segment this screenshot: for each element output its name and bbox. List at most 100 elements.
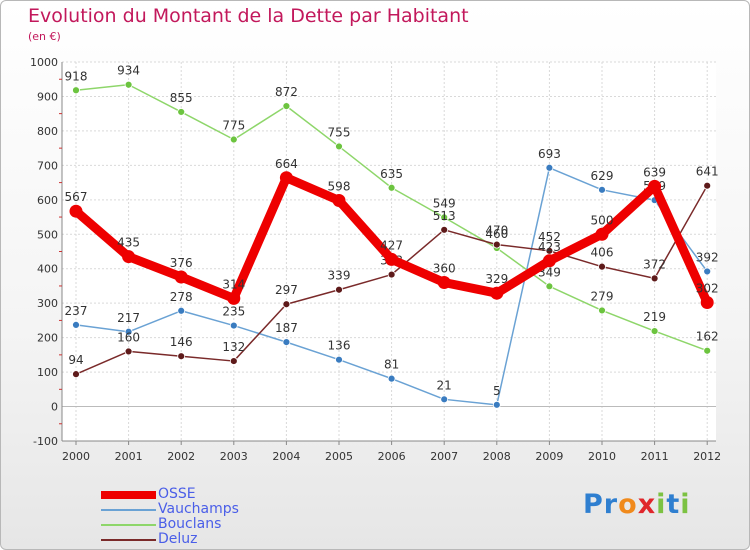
data-point-vauchamps bbox=[492, 400, 501, 409]
legend-swatch bbox=[101, 490, 156, 499]
data-label-bouclans: 460 bbox=[485, 227, 508, 241]
brand-letter: t bbox=[666, 489, 681, 520]
data-point-vauchamps bbox=[72, 320, 80, 329]
data-point-bouclans bbox=[124, 80, 133, 89]
legend-swatch bbox=[101, 538, 156, 541]
data-label-osse: 314 bbox=[222, 277, 245, 291]
data-label-deluz: 406 bbox=[591, 246, 614, 260]
data-point-vauchamps bbox=[703, 267, 712, 276]
brand-letter: o bbox=[618, 489, 638, 520]
data-point-deluz bbox=[440, 225, 449, 234]
data-label-bouclans: 755 bbox=[328, 125, 351, 139]
data-label-bouclans: 279 bbox=[591, 289, 614, 303]
data-label-deluz: 94 bbox=[68, 353, 83, 367]
legend-item-vauchamps: Vauchamps bbox=[101, 502, 239, 517]
x-tick-label: 2005 bbox=[325, 450, 353, 463]
data-label-bouclans: 872 bbox=[275, 85, 298, 99]
data-label-osse: 302 bbox=[696, 281, 719, 295]
data-point-osse bbox=[174, 270, 188, 284]
x-tick-label: 2001 bbox=[115, 450, 143, 463]
legend-item-bouclans: Bouclans bbox=[101, 517, 239, 532]
data-point-osse bbox=[490, 286, 504, 300]
brand-letter: P bbox=[583, 489, 604, 520]
data-point-bouclans bbox=[703, 346, 712, 355]
y-tick-label: 400 bbox=[37, 263, 58, 276]
data-point-osse bbox=[385, 252, 399, 266]
x-tick-label: 2011 bbox=[641, 450, 669, 463]
y-tick-label: 1000 bbox=[30, 56, 58, 69]
data-label-deluz: 452 bbox=[538, 230, 561, 244]
data-point-bouclans bbox=[335, 142, 343, 151]
brand-logo: Proxiti bbox=[583, 489, 691, 520]
y-tick-label: -100 bbox=[33, 435, 58, 448]
data-label-bouclans: 162 bbox=[696, 330, 719, 344]
legend-swatch bbox=[101, 523, 156, 526]
data-point-vauchamps bbox=[387, 374, 396, 383]
data-label-deluz: 513 bbox=[433, 209, 456, 223]
data-label-deluz: 372 bbox=[643, 257, 666, 271]
data-point-bouclans bbox=[650, 327, 659, 335]
data-point-deluz bbox=[177, 352, 186, 361]
brand-letter: x bbox=[637, 489, 657, 520]
legend-swatch bbox=[101, 508, 156, 511]
data-label-osse: 598 bbox=[328, 180, 351, 194]
data-point-osse bbox=[648, 179, 662, 193]
y-tick-label: 700 bbox=[37, 159, 58, 172]
data-label-vauchamps: 392 bbox=[696, 250, 719, 264]
data-label-vauchamps: 235 bbox=[222, 305, 245, 319]
data-point-deluz bbox=[492, 240, 501, 249]
data-point-osse bbox=[437, 276, 451, 290]
x-tick-label: 2009 bbox=[535, 450, 563, 463]
data-label-osse: 360 bbox=[433, 262, 456, 276]
data-label-vauchamps: 217 bbox=[117, 311, 140, 325]
data-point-vauchamps bbox=[177, 306, 186, 315]
data-label-deluz: 132 bbox=[222, 340, 245, 354]
data-point-bouclans bbox=[545, 282, 554, 291]
data-point-bouclans bbox=[72, 86, 80, 95]
data-label-vauchamps: 136 bbox=[328, 339, 351, 353]
y-tick-label: 0 bbox=[51, 401, 58, 414]
data-label-vauchamps: 5 bbox=[493, 384, 501, 398]
x-tick-label: 2008 bbox=[483, 450, 511, 463]
data-point-deluz bbox=[72, 370, 80, 379]
y-tick-label: 500 bbox=[37, 228, 58, 241]
data-point-vauchamps bbox=[282, 338, 291, 347]
data-label-bouclans: 635 bbox=[380, 167, 403, 181]
data-point-osse bbox=[227, 291, 241, 305]
y-tick-label: 800 bbox=[37, 125, 58, 138]
data-point-vauchamps bbox=[598, 185, 606, 194]
data-point-bouclans bbox=[282, 102, 291, 111]
y-tick-label: 200 bbox=[37, 332, 58, 345]
data-point-deluz bbox=[124, 347, 133, 356]
data-point-osse bbox=[332, 194, 346, 208]
data-point-osse bbox=[700, 295, 714, 309]
data-label-bouclans: 549 bbox=[433, 196, 456, 210]
data-point-osse bbox=[69, 204, 83, 218]
x-tick-label: 2006 bbox=[378, 450, 406, 463]
data-point-osse bbox=[122, 250, 136, 264]
chart-unit-label: (en €) bbox=[28, 30, 61, 43]
y-tick-label: 900 bbox=[37, 90, 58, 103]
y-tick-label: 300 bbox=[37, 297, 58, 310]
data-label-deluz: 470 bbox=[485, 224, 508, 238]
data-label-osse: 664 bbox=[275, 157, 298, 171]
data-label-deluz: 297 bbox=[275, 283, 298, 297]
x-tick-label: 2012 bbox=[693, 450, 721, 463]
x-tick-label: 2007 bbox=[430, 450, 458, 463]
data-label-bouclans: 775 bbox=[222, 119, 245, 133]
data-point-deluz bbox=[387, 270, 396, 279]
data-label-osse: 567 bbox=[65, 190, 88, 204]
data-label-vauchamps: 21 bbox=[437, 378, 452, 392]
data-label-vauchamps: 187 bbox=[275, 321, 298, 335]
data-point-bouclans bbox=[598, 306, 606, 315]
x-tick-label: 2002 bbox=[167, 450, 195, 463]
x-tick-label: 2000 bbox=[62, 450, 90, 463]
data-point-vauchamps bbox=[545, 163, 554, 172]
data-label-deluz: 160 bbox=[117, 330, 140, 344]
data-label-vauchamps: 278 bbox=[170, 290, 193, 304]
data-point-bouclans bbox=[387, 183, 396, 192]
data-label-osse: 435 bbox=[117, 236, 140, 250]
data-point-deluz bbox=[650, 274, 659, 283]
